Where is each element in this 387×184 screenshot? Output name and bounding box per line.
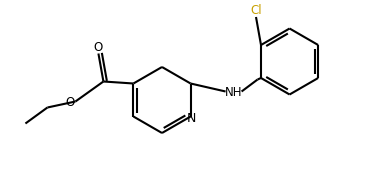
Text: O: O — [94, 41, 103, 54]
Text: Cl: Cl — [250, 3, 262, 17]
Text: N: N — [187, 112, 196, 125]
Text: O: O — [66, 96, 75, 109]
Text: NH: NH — [225, 86, 242, 99]
